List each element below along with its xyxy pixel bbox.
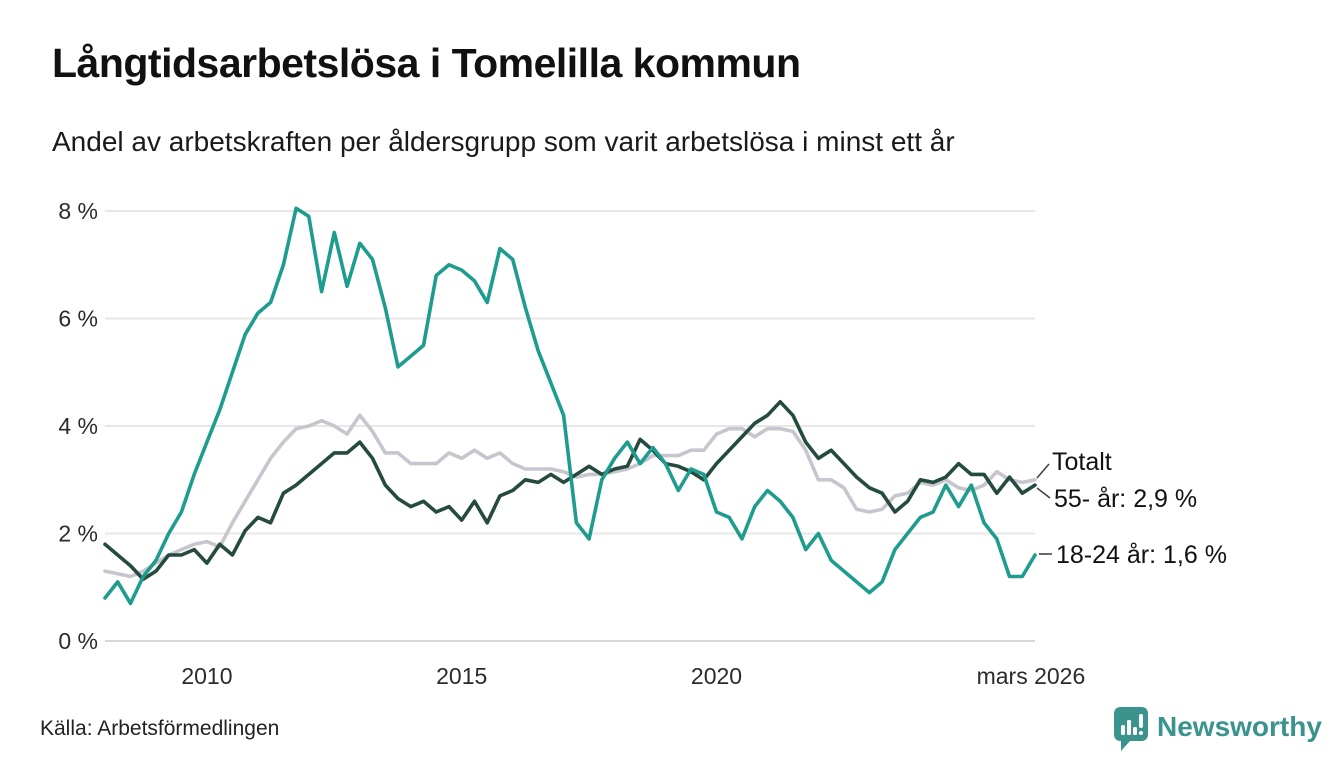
y-tick-label: 4 %: [58, 413, 98, 439]
x-tick-label: mars 2026: [977, 663, 1086, 689]
x-tick-label: 2020: [691, 663, 742, 689]
newsworthy-logo-text: Newsworthy: [1157, 710, 1322, 742]
series-end-label: 18-24 år: 1,6 %: [1056, 541, 1227, 569]
y-tick-label: 0 %: [58, 628, 98, 654]
chart-title: Långtidsarbetslösa i Tomelilla kommun: [52, 40, 801, 86]
y-tick-label: 8 %: [58, 198, 98, 224]
newsworthy-logo: Newsworthy: [1113, 706, 1322, 753]
chart-subtitle: Andel av arbetskraften per åldersgrupp s…: [52, 126, 955, 157]
label-leader-line: [1036, 487, 1051, 499]
bar-chart-speech-bubble-icon: [1114, 707, 1148, 751]
series-end-label: Totalt: [1052, 448, 1112, 476]
y-tick-label: 6 %: [58, 306, 98, 332]
y-tick-label: 2 %: [58, 521, 98, 547]
source-note: Källa: Arbetsförmedlingen: [40, 717, 280, 740]
series-line-18-24-ar: [103, 206, 1037, 606]
label-leader-line: [1036, 463, 1050, 479]
series-end-label: 55- år: 2,9 %: [1054, 485, 1197, 513]
x-tick-label: 2010: [181, 663, 232, 689]
x-tick-label: 2015: [436, 663, 487, 689]
